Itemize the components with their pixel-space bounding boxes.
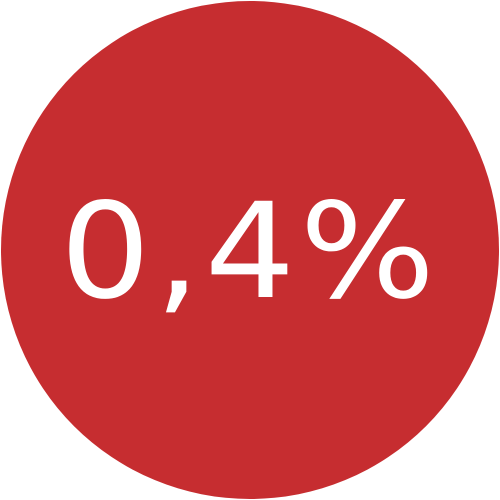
- percentage-value: 0,4%: [60, 175, 440, 329]
